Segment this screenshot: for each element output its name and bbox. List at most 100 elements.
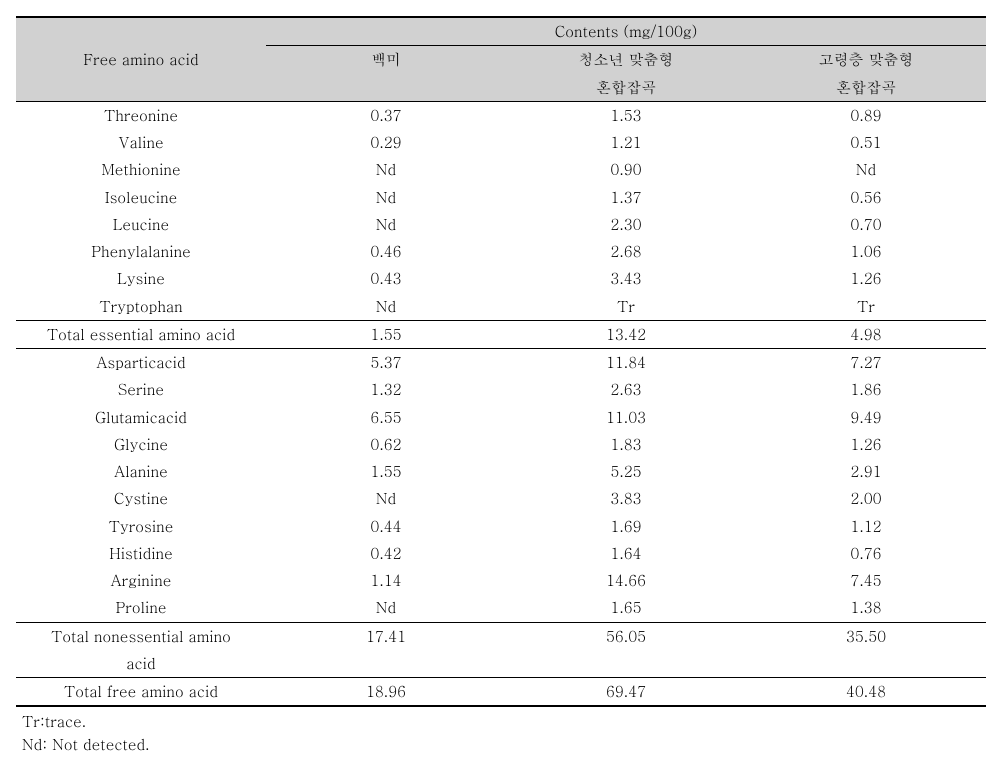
nonessential-name: Serine <box>16 376 266 403</box>
essential-name: Valine <box>16 129 266 156</box>
essential-val-3: 0.51 <box>746 129 986 156</box>
header-col-3-line2: 혼합잡곡 <box>746 74 986 102</box>
nonessential-row: Asparticacid5.3711.847.27 <box>16 349 986 377</box>
essential-row: Phenylalanine0.462.681.06 <box>16 238 986 265</box>
essential-name: Phenylalanine <box>16 238 266 265</box>
nonessential-val-1: 0.62 <box>266 431 506 458</box>
nonessential-name: Glutamicacid <box>16 404 266 431</box>
essential-val-2: 3.43 <box>506 265 746 292</box>
essential-val-3: 0.70 <box>746 211 986 238</box>
nonessential-val-2: 11.84 <box>506 349 746 377</box>
header-col-2-line1: 청소년 맞춤형 <box>506 46 746 74</box>
header-col-1-line2 <box>266 74 506 102</box>
nonessential-val-3: 7.45 <box>746 567 986 594</box>
nonessential-row: Alanine1.555.252.91 <box>16 458 986 485</box>
nonessential-total-val-3: 35.50 <box>746 622 986 650</box>
essential-row: LeucineNd2.300.70 <box>16 211 986 238</box>
footnote-nd: Nd: Not detected. <box>22 734 992 757</box>
essential-val-3: 1.26 <box>746 265 986 292</box>
essential-val-1: 0.37 <box>266 101 506 129</box>
essential-val-2: 2.30 <box>506 211 746 238</box>
nonessential-val-1: 5.37 <box>266 349 506 377</box>
nonessential-name: Asparticacid <box>16 349 266 377</box>
essential-val-2: 0.90 <box>506 156 746 183</box>
nonessential-val-3: 0.76 <box>746 540 986 567</box>
nonessential-val-2: 1.64 <box>506 540 746 567</box>
essential-name: Lysine <box>16 265 266 292</box>
essential-val-2: 1.53 <box>506 101 746 129</box>
essential-name: Isoleucine <box>16 184 266 211</box>
nonessential-val-1: 1.32 <box>266 376 506 403</box>
essential-name: Threonine <box>16 101 266 129</box>
nonessential-total-val-2: 56.05 <box>506 622 746 650</box>
essential-total-row: Total essential amino acid 1.55 13.42 4.… <box>16 320 986 348</box>
footnotes: Tr:trace. Nd: Not detected. <box>16 711 992 756</box>
header-spanning: Contents (mg/100g) <box>266 17 986 46</box>
essential-row: TryptophanNdTrTr <box>16 293 986 321</box>
nonessential-row: Glycine0.621.831.26 <box>16 431 986 458</box>
essential-val-3: 1.06 <box>746 238 986 265</box>
nonessential-name: Arginine <box>16 567 266 594</box>
nonessential-val-3: 1.86 <box>746 376 986 403</box>
header-rowhead: Free amino acid <box>16 17 266 101</box>
nonessential-total-label-line2: acid <box>16 650 266 678</box>
amino-acid-table: Free amino acid Contents (mg/100g) 백미 청소… <box>16 16 986 707</box>
essential-val-3: Tr <box>746 293 986 321</box>
essential-row: Valine0.291.210.51 <box>16 129 986 156</box>
essential-total-val-2: 13.42 <box>506 320 746 348</box>
nonessential-val-1: 1.55 <box>266 458 506 485</box>
nonessential-total-val-1: 17.41 <box>266 622 506 650</box>
header-col-3-line1: 고령층 맞춤형 <box>746 46 986 74</box>
nonessential-val-3: 2.91 <box>746 458 986 485</box>
essential-val-1: Nd <box>266 156 506 183</box>
essential-val-3: 0.56 <box>746 184 986 211</box>
essential-total-val-3: 4.98 <box>746 320 986 348</box>
nonessential-row: Histidine0.421.640.76 <box>16 540 986 567</box>
essential-body: Threonine0.371.530.89Valine0.291.210.51M… <box>16 101 986 320</box>
essential-val-1: 0.29 <box>266 129 506 156</box>
nonessential-val-2: 3.83 <box>506 485 746 512</box>
essential-val-3: 0.89 <box>746 101 986 129</box>
essential-val-1: 0.46 <box>266 238 506 265</box>
nonessential-total-row-1: Total nonessential amino 17.41 56.05 35.… <box>16 622 986 650</box>
nonessential-name: Proline <box>16 594 266 622</box>
grand-total-label: Total free amino acid <box>16 678 266 707</box>
essential-name: Methionine <box>16 156 266 183</box>
nonessential-name: Cystine <box>16 485 266 512</box>
essential-total-label: Total essential amino acid <box>16 320 266 348</box>
nonessential-val-1: Nd <box>266 485 506 512</box>
nonessential-val-2: 14.66 <box>506 567 746 594</box>
nonessential-val-2: 1.83 <box>506 431 746 458</box>
nonessential-val-2: 2.63 <box>506 376 746 403</box>
nonessential-val-1: 0.42 <box>266 540 506 567</box>
footnote-tr: Tr:trace. <box>22 711 992 734</box>
nonessential-row: Tyrosine0.441.691.12 <box>16 513 986 540</box>
essential-row: MethionineNd0.90Nd <box>16 156 986 183</box>
nonessential-row: Arginine1.1414.667.45 <box>16 567 986 594</box>
essential-row: IsoleucineNd1.370.56 <box>16 184 986 211</box>
grand-total-val-1: 18.96 <box>266 678 506 707</box>
nonessential-total-row-2: acid <box>16 650 986 678</box>
essential-val-2: 1.21 <box>506 129 746 156</box>
essential-val-3: Nd <box>746 156 986 183</box>
grand-total-row: Total free amino acid 18.96 69.47 40.48 <box>16 678 986 707</box>
essential-name: Tryptophan <box>16 293 266 321</box>
nonessential-val-1: 0.44 <box>266 513 506 540</box>
nonessential-val-3: 1.26 <box>746 431 986 458</box>
nonessential-name: Tyrosine <box>16 513 266 540</box>
nonessential-val-2: 1.65 <box>506 594 746 622</box>
nonessential-total-label-line1: Total nonessential amino <box>16 622 266 650</box>
nonessential-val-1: Nd <box>266 594 506 622</box>
essential-val-1: Nd <box>266 184 506 211</box>
nonessential-val-3: 1.38 <box>746 594 986 622</box>
grand-total-val-3: 40.48 <box>746 678 986 707</box>
nonessential-val-3: 2.00 <box>746 485 986 512</box>
essential-val-1: Nd <box>266 211 506 238</box>
essential-row: Lysine0.433.431.26 <box>16 265 986 292</box>
nonessential-val-2: 11.03 <box>506 404 746 431</box>
nonessential-val-2: 5.25 <box>506 458 746 485</box>
nonessential-name: Alanine <box>16 458 266 485</box>
nonessential-val-3: 9.49 <box>746 404 986 431</box>
header-col-2-line2: 혼합잡곡 <box>506 74 746 102</box>
nonessential-row: Serine1.322.631.86 <box>16 376 986 403</box>
